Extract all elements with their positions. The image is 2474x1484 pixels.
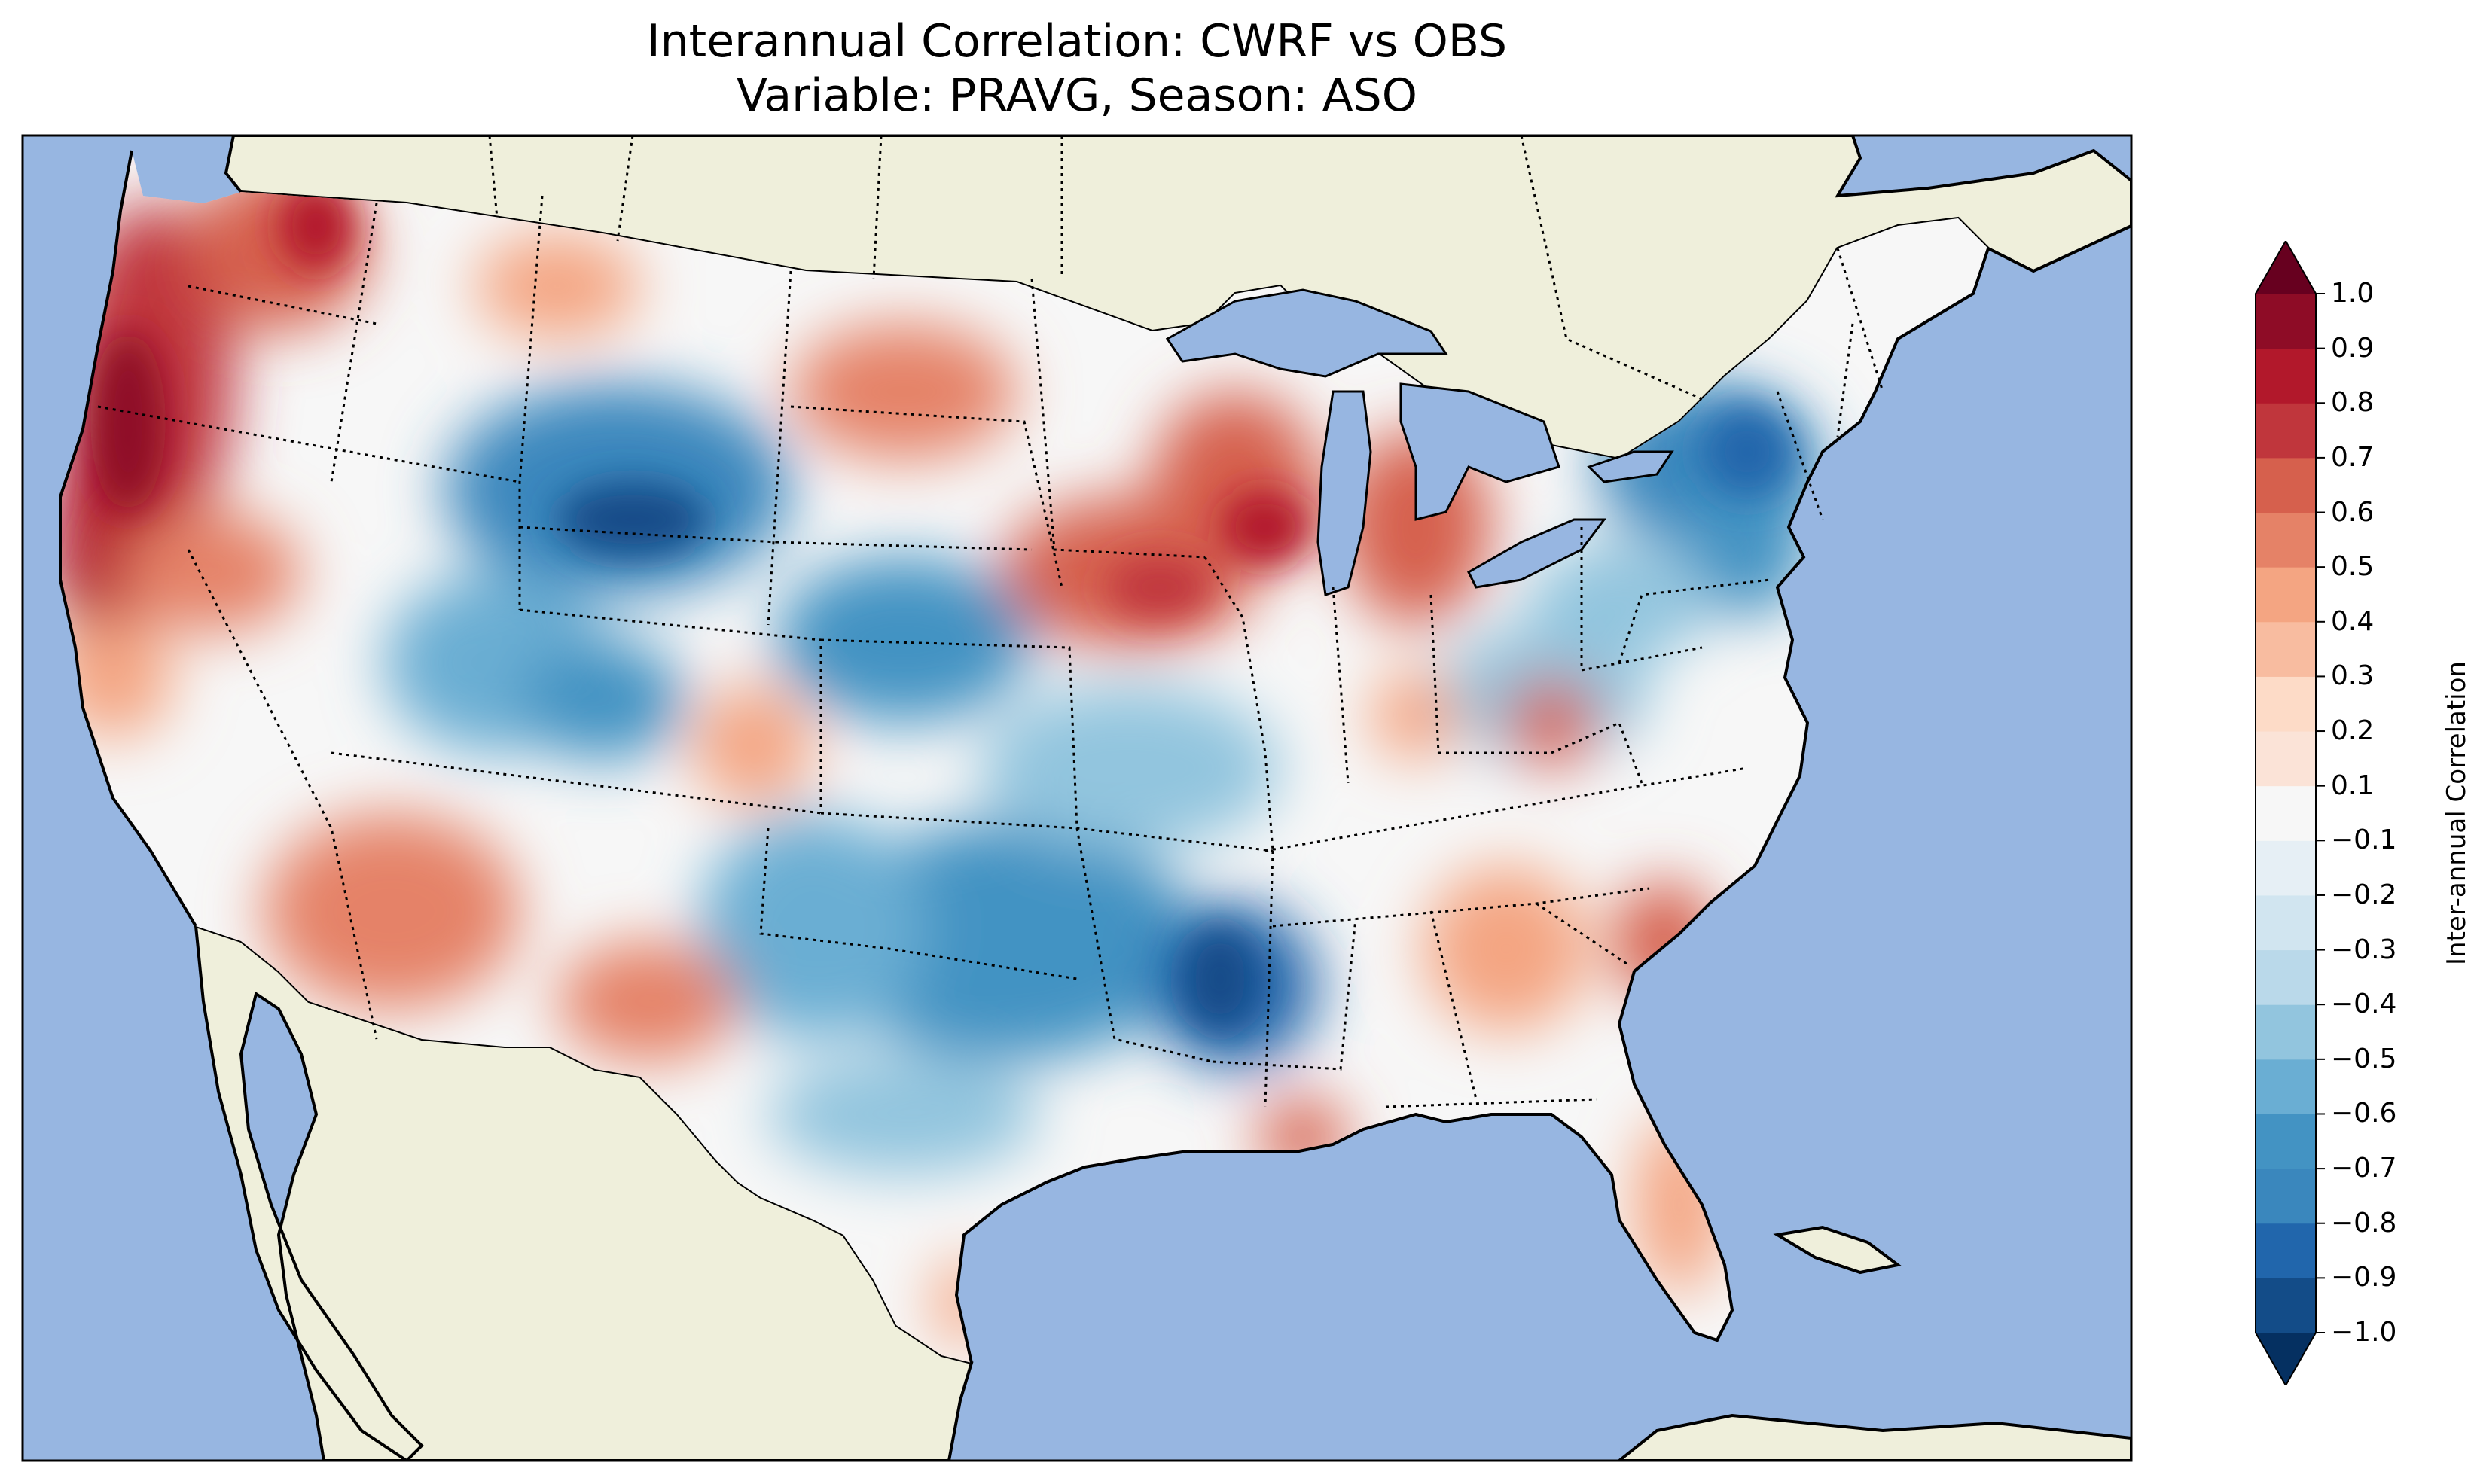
colorbar-bin [2256, 1004, 2316, 1060]
colorbar-tick-label: −0.3 [2331, 934, 2397, 965]
colorbar-bin [2256, 1114, 2316, 1169]
colorbar-tick-label: −0.1 [2331, 824, 2397, 856]
colorbar-tick-label: 0.7 [2331, 441, 2375, 473]
south-land [1616, 1413, 2131, 1461]
colorbar-bin [2256, 840, 2316, 896]
state-borders [97, 195, 1884, 1108]
colorbar-bin [2256, 1059, 2316, 1114]
colorbar-tick-label: 0.5 [2331, 551, 2375, 583]
colorbar-bin [2256, 1278, 2316, 1333]
colorbar-bin [2256, 731, 2316, 787]
colorbar-label: Inter-annual Correlation [2442, 661, 2472, 965]
map-panel [21, 134, 2133, 1462]
colorbar-tick-label: −0.6 [2331, 1098, 2397, 1129]
colorbar-tick-label: 1.0 [2331, 278, 2375, 309]
colorbar-tick-label: 0.4 [2331, 605, 2375, 637]
colorbar-bin [2256, 567, 2316, 623]
lake-huron [1399, 382, 1560, 521]
colorbar-extend-max [2256, 241, 2316, 294]
lake-superior [1165, 288, 1448, 378]
colorbar-tick-label: −1.0 [2331, 1317, 2397, 1348]
colorbar-tick-label: −0.5 [2331, 1043, 2397, 1074]
usa-coastline [59, 150, 1990, 1364]
colorbar-bin [2256, 1169, 2316, 1224]
colorbar-bin [2256, 949, 2316, 1005]
colorbar-bin [2256, 457, 2316, 513]
chart-title-line1: Interannual Correlation: CWRF vs OBS [646, 15, 1508, 68]
great-lakes [1165, 288, 1674, 596]
colorbar-extend-min [2256, 1333, 2316, 1385]
colorbar [2255, 241, 2325, 1385]
colorbar-bin [2256, 403, 2316, 459]
colorbar-tick-label: 0.1 [2331, 769, 2375, 801]
colorbar-bin [2256, 676, 2316, 732]
colorbar-tick-label: 0.9 [2331, 332, 2375, 364]
colorbar-tick-label: −0.9 [2331, 1262, 2397, 1294]
colorbar-tick-label: 0.2 [2331, 715, 2375, 747]
chart-title-line2: Variable: PRAVG, Season: ASO [737, 69, 1417, 122]
colorbar-tick-label: 0.6 [2331, 496, 2375, 528]
lake-erie [1467, 518, 1606, 589]
colorbar-tick-label: −0.4 [2331, 989, 2397, 1020]
colorbar-bin [2256, 1223, 2316, 1278]
province-borders [488, 136, 1703, 401]
colorbar-bin [2256, 894, 2316, 951]
lake-michigan [1316, 390, 1372, 596]
colorbar-bin [2256, 785, 2316, 841]
cuba-land [1773, 1225, 1902, 1275]
colorbar-bin [2256, 621, 2316, 677]
colorbar-tick-label: 0.8 [2331, 387, 2375, 419]
colorbar-bin [2256, 512, 2316, 568]
colorbar-tick-label: 0.3 [2331, 660, 2375, 692]
colorbar-tick-label: −0.2 [2331, 879, 2397, 910]
lake-ontario [1587, 450, 1674, 483]
map-border [21, 134, 2133, 1462]
colorbar-tick-label: −0.7 [2331, 1153, 2397, 1184]
colorbar-bin [2256, 294, 2316, 349]
colorbar-tick-label: −0.8 [2331, 1207, 2397, 1239]
colorbar-bin [2256, 348, 2316, 404]
